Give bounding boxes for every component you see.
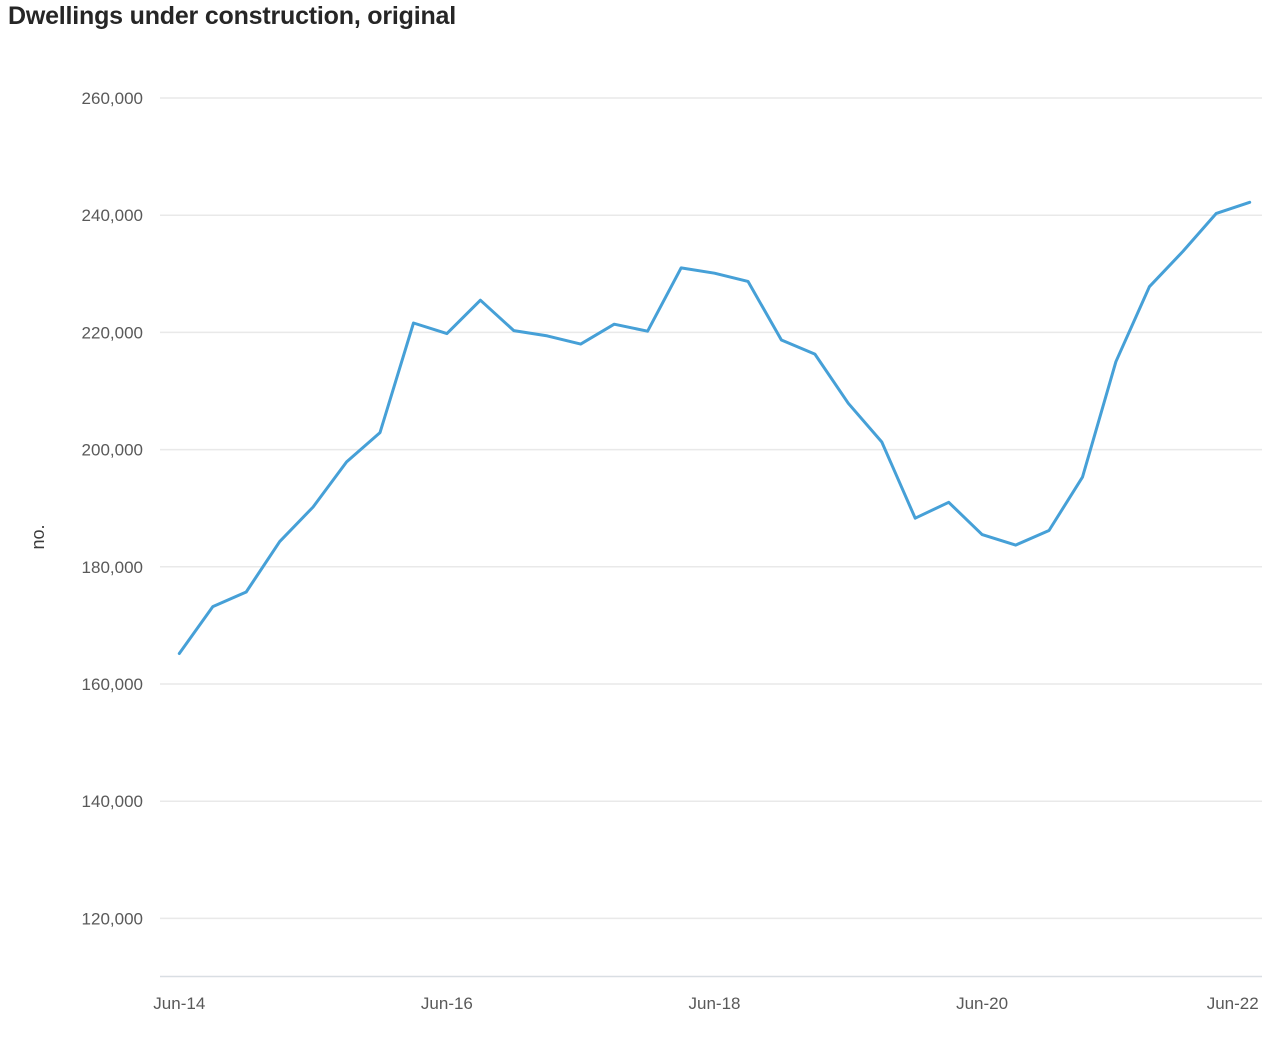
y-tick-label: 200,000 (82, 441, 143, 460)
y-tick-label: 140,000 (82, 792, 143, 811)
y-tick-label: 180,000 (82, 558, 143, 577)
y-tick-label: 160,000 (82, 675, 143, 694)
y-axis-title: no. (28, 524, 48, 549)
x-tick-label: Jun-20 (956, 994, 1008, 1013)
y-tick-label: 240,000 (82, 206, 143, 225)
y-tick-label: 220,000 (82, 323, 143, 342)
x-tick-label: Jun-22 (1207, 994, 1259, 1013)
x-tick-label: Jun-14 (153, 994, 205, 1013)
x-tick-label: Jun-16 (421, 994, 473, 1013)
y-tick-label: 260,000 (82, 89, 143, 108)
chart-title: Dwellings under construction, original (8, 2, 456, 30)
x-tick-label: Jun-18 (689, 994, 741, 1013)
y-tick-label: 120,000 (82, 909, 143, 928)
series-line-dwellings (177, 200, 1252, 655)
